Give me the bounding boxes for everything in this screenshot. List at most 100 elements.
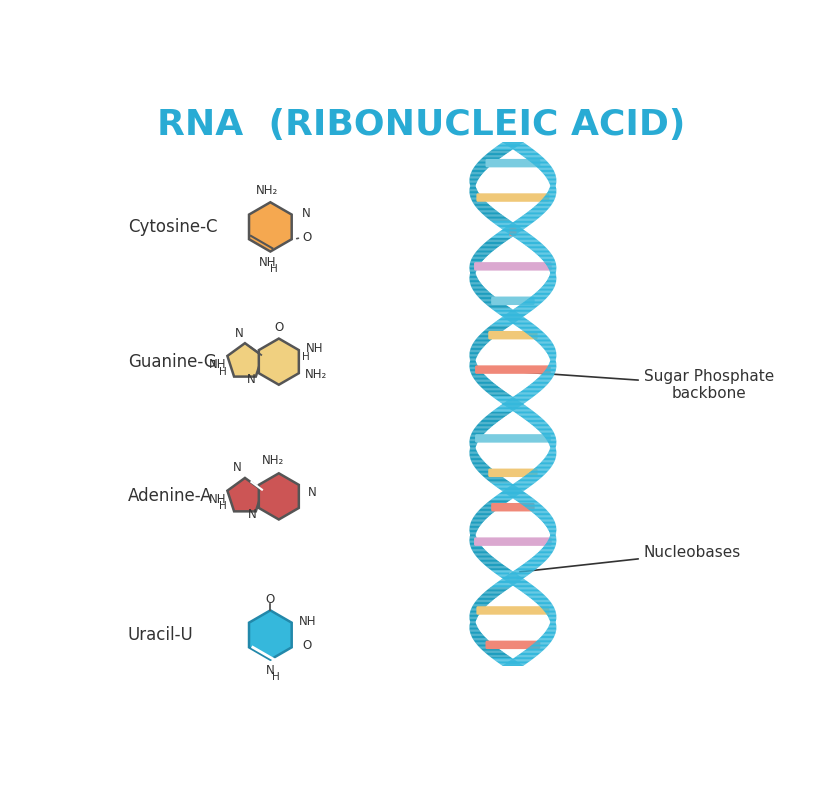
Polygon shape (548, 530, 556, 531)
Polygon shape (492, 585, 515, 586)
Polygon shape (543, 285, 556, 286)
Polygon shape (501, 578, 524, 579)
Polygon shape (469, 178, 479, 179)
Polygon shape (473, 290, 488, 291)
Polygon shape (547, 192, 556, 194)
Polygon shape (503, 577, 526, 578)
Polygon shape (547, 280, 556, 281)
Polygon shape (490, 412, 512, 413)
Polygon shape (504, 489, 526, 490)
Polygon shape (536, 603, 552, 604)
Polygon shape (547, 439, 556, 441)
Polygon shape (530, 645, 549, 646)
Polygon shape (550, 532, 556, 534)
Polygon shape (469, 179, 478, 180)
Polygon shape (510, 310, 533, 311)
Polygon shape (530, 470, 548, 472)
Polygon shape (491, 482, 512, 484)
Polygon shape (526, 211, 546, 213)
Polygon shape (505, 663, 527, 665)
Polygon shape (492, 396, 514, 398)
Polygon shape (547, 266, 556, 268)
Polygon shape (520, 391, 541, 392)
Polygon shape (470, 434, 483, 435)
Polygon shape (516, 239, 538, 240)
Polygon shape (475, 600, 492, 602)
Polygon shape (469, 455, 480, 456)
Polygon shape (545, 282, 556, 283)
Polygon shape (527, 647, 547, 649)
Polygon shape (477, 250, 495, 251)
Polygon shape (494, 485, 516, 486)
Polygon shape (524, 650, 543, 651)
Polygon shape (470, 523, 483, 525)
Polygon shape (473, 552, 488, 554)
Polygon shape (478, 598, 496, 599)
Polygon shape (469, 188, 477, 190)
Polygon shape (544, 370, 556, 371)
Polygon shape (514, 657, 536, 658)
Polygon shape (470, 522, 483, 523)
Polygon shape (550, 270, 556, 272)
Polygon shape (529, 510, 548, 511)
Text: N: N (308, 486, 317, 499)
Polygon shape (517, 218, 538, 219)
Text: NH: NH (298, 614, 316, 628)
Polygon shape (514, 586, 535, 587)
Polygon shape (505, 314, 528, 315)
Polygon shape (488, 394, 510, 395)
Polygon shape (487, 568, 509, 569)
Polygon shape (471, 258, 484, 260)
Polygon shape (510, 235, 533, 237)
Polygon shape (490, 657, 512, 658)
Polygon shape (470, 458, 482, 459)
Polygon shape (544, 437, 556, 438)
Polygon shape (500, 492, 523, 493)
Polygon shape (481, 387, 501, 388)
Polygon shape (471, 462, 485, 463)
Polygon shape (547, 453, 556, 454)
Polygon shape (542, 521, 555, 522)
Polygon shape (469, 439, 479, 441)
Polygon shape (538, 552, 553, 554)
FancyBboxPatch shape (475, 366, 551, 374)
Polygon shape (508, 661, 531, 662)
Polygon shape (549, 450, 556, 451)
Polygon shape (529, 472, 547, 474)
Polygon shape (544, 458, 556, 459)
Polygon shape (525, 649, 545, 650)
Polygon shape (492, 497, 515, 498)
Polygon shape (473, 464, 488, 466)
Polygon shape (469, 268, 478, 269)
Polygon shape (550, 449, 556, 450)
Polygon shape (469, 281, 480, 282)
Polygon shape (501, 229, 524, 230)
Polygon shape (548, 626, 556, 628)
Polygon shape (508, 320, 530, 322)
Polygon shape (479, 159, 499, 161)
Polygon shape (483, 564, 504, 565)
Polygon shape (529, 597, 547, 598)
Polygon shape (478, 161, 497, 162)
Polygon shape (511, 585, 533, 586)
Polygon shape (469, 528, 478, 530)
Polygon shape (469, 539, 478, 540)
Text: H: H (219, 502, 227, 511)
Polygon shape (508, 486, 530, 488)
Polygon shape (532, 163, 550, 165)
Polygon shape (542, 258, 555, 260)
Polygon shape (529, 334, 547, 336)
Polygon shape (470, 260, 483, 262)
Text: N: N (266, 664, 275, 677)
Polygon shape (542, 286, 555, 287)
Polygon shape (547, 454, 556, 455)
Polygon shape (498, 231, 521, 233)
Polygon shape (470, 610, 483, 611)
Polygon shape (477, 162, 496, 163)
Polygon shape (533, 251, 550, 252)
Polygon shape (479, 247, 498, 248)
Polygon shape (548, 355, 556, 357)
Polygon shape (259, 338, 299, 385)
Polygon shape (548, 539, 556, 540)
Polygon shape (522, 651, 543, 653)
